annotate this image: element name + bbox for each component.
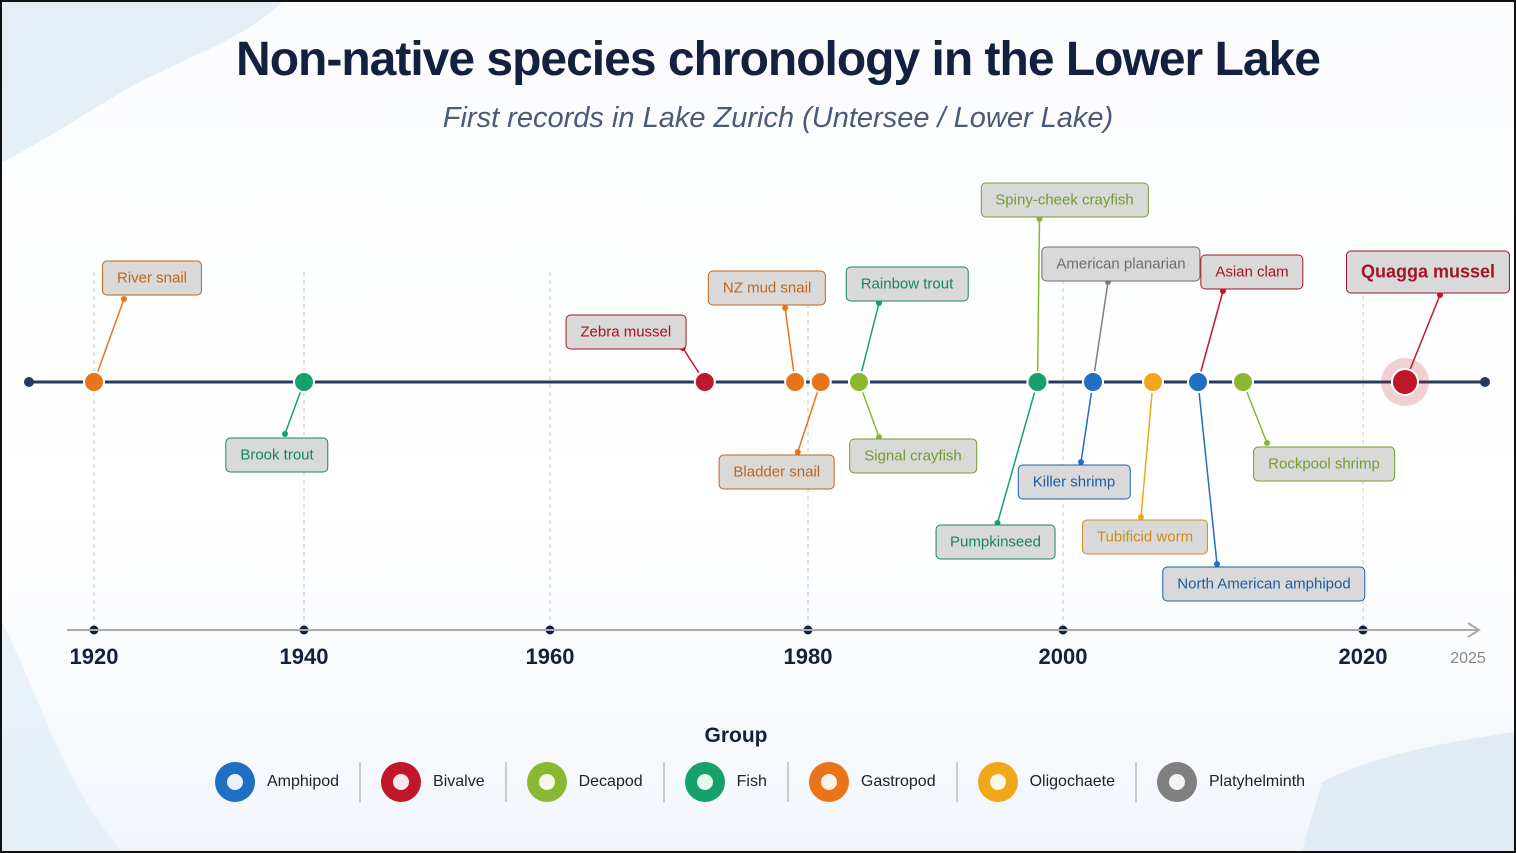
connector (1036, 218, 1041, 383)
event-label: North American amphipod (1162, 566, 1366, 602)
legend-label: Platyhelminth (1208, 773, 1306, 790)
connector (1404, 294, 1441, 383)
legend-icon (977, 762, 1018, 802)
connector (93, 298, 125, 383)
x-tick-label: 1920 (69, 644, 119, 669)
legend-icon (214, 762, 255, 802)
connector (1197, 381, 1218, 565)
event-label: Brook trout (225, 437, 329, 473)
legend-label: Decapod (578, 773, 643, 790)
event-label: Zebra mussel (565, 314, 687, 350)
event-label: Rainbow trout (845, 266, 969, 302)
x-tick-label: 2020 (1338, 644, 1388, 669)
icon-glyph (989, 774, 1006, 790)
connector-end (1437, 292, 1443, 298)
event-dot (809, 371, 832, 393)
legend-label: Bivalve (433, 773, 485, 790)
event-dot (1082, 371, 1104, 393)
event-dot (1026, 371, 1049, 393)
legend-icon (526, 762, 567, 802)
event-label: Rockpool shrimp (1253, 446, 1395, 482)
icon-glyph (393, 774, 410, 790)
event-label: Bladder snail (718, 454, 836, 490)
event-dot (693, 371, 716, 393)
event-label: Tubificid worm (1081, 519, 1209, 555)
connector (996, 381, 1039, 524)
legend-icon (381, 762, 422, 802)
connector (1140, 381, 1154, 518)
legend-item: Oligochaete (958, 762, 1137, 802)
connector-end (282, 431, 288, 437)
legend-label: Gastropod (860, 773, 936, 790)
connector (1092, 281, 1109, 383)
connector (797, 381, 822, 453)
connector (1080, 381, 1094, 463)
icon-glyph (820, 774, 837, 790)
event-label: Asian clam (1200, 254, 1304, 290)
legend-item: Bivalve (361, 762, 507, 802)
timeline-end (24, 377, 34, 387)
connector-end (1264, 440, 1270, 446)
legend-icon (684, 762, 725, 802)
event-label: Signal crayfish (849, 438, 977, 474)
decor (2, 622, 122, 851)
connector-end (1214, 561, 1220, 567)
connector (858, 302, 880, 383)
event-dot (293, 371, 315, 393)
legend-item: Fish (665, 762, 789, 802)
event-label: Quagga mussel (1345, 250, 1511, 294)
connector-end (794, 449, 801, 455)
legend-title: Group (704, 724, 768, 747)
event-label: Pumpkinseed (935, 524, 1056, 560)
axis-arrow (1467, 622, 1481, 638)
chart-subtitle: First records in Lake Zurich (Untersee /… (442, 102, 1114, 134)
connector (784, 307, 796, 383)
x-tick-label: 2025 (1450, 650, 1486, 667)
icon-glyph (538, 774, 555, 790)
legend-item: Decapod (507, 762, 665, 802)
legend-icon (808, 762, 849, 802)
x-tick-label: 1980 (783, 644, 833, 669)
x-tick-label: 1940 (279, 644, 329, 669)
legend-item: Gastropod (789, 762, 958, 802)
event-dot (848, 371, 870, 393)
x-tick-label: 1960 (525, 644, 575, 669)
legend-label: Amphipod (266, 773, 340, 790)
connector-end (782, 305, 789, 311)
event-dot (784, 371, 807, 393)
legend: Amphipod Bivalve Decapod Fish Gastropod Oligo… (2, 762, 1514, 802)
event-label: NZ mud snail (707, 270, 827, 306)
connector-end (1138, 514, 1144, 520)
decor (2, 2, 282, 162)
legend-icon (1156, 762, 1197, 802)
event-label: Killer shrimp (1017, 464, 1131, 500)
event-label: River snail (101, 260, 203, 296)
icon-glyph (1168, 774, 1185, 790)
event-dot (1142, 371, 1164, 393)
legend-item: Amphipod (195, 762, 362, 802)
timeline-end (1480, 377, 1490, 387)
icon-glyph (226, 774, 243, 790)
chart-title: Non-native species chronology in the Low… (236, 33, 1321, 86)
event-label: Spiny-cheek crayfish (980, 182, 1149, 218)
connector-end (121, 296, 127, 302)
x-tick-label: 2000 (1038, 644, 1088, 669)
connector-end (1078, 459, 1084, 465)
event-dot (83, 371, 105, 393)
decor (1302, 732, 1514, 851)
legend-label: Oligochaete (1029, 773, 1115, 790)
connector-end (1036, 216, 1043, 222)
event-dot (1391, 368, 1419, 396)
event-dot (1187, 371, 1209, 393)
event-label: American planarian (1041, 246, 1201, 282)
legend-item: Platyhelminth (1137, 762, 1325, 802)
legend-label: Fish (736, 773, 767, 790)
connector-end (876, 300, 882, 306)
icon-glyph (696, 774, 713, 790)
event-dot (1232, 371, 1254, 393)
connector (1197, 290, 1224, 383)
connector-end (1220, 288, 1226, 294)
